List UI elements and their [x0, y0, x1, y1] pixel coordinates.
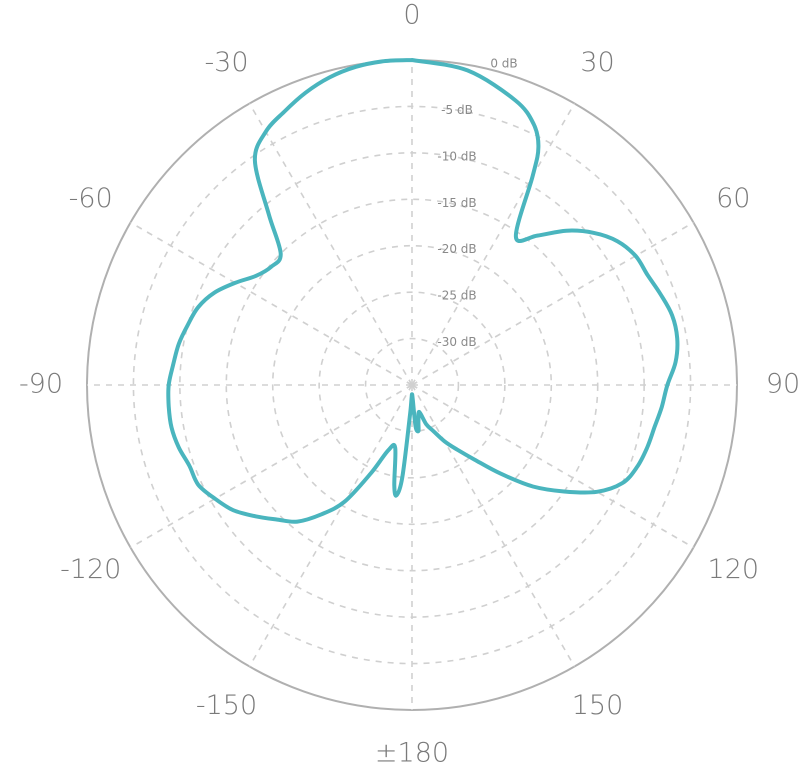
- angle-tick-label: 150: [572, 690, 624, 721]
- ring-labels: 0 dB -5 dB -10 dB -15 dB -20 dB -25 dB -30 dB: [437, 57, 517, 350]
- polar-grid: [86, 59, 738, 711]
- angle-tick-label: -90: [19, 369, 63, 400]
- angle-tick-label: 30: [580, 47, 614, 78]
- ring-label: -20 dB: [437, 242, 476, 256]
- angle-tick-label: 120: [708, 554, 760, 585]
- ring-label: -30 dB: [437, 335, 476, 349]
- angle-tick-label: ±180: [375, 738, 449, 769]
- angle-tick-label: -120: [60, 554, 121, 585]
- grid-ring: [364, 337, 460, 433]
- grid-ring: [271, 244, 553, 526]
- grid-ring: [179, 152, 645, 618]
- spoke-line: [248, 384, 413, 667]
- ring-label: 0 dB: [490, 57, 517, 71]
- angle-tick-label: 0: [403, 0, 420, 31]
- grid-ring: [318, 291, 506, 479]
- grid-ring: [225, 198, 599, 572]
- ring-label: -10 dB: [437, 149, 476, 163]
- spoke-line: [411, 384, 576, 667]
- ring-label: -15 dB: [437, 196, 476, 210]
- angle-tick-label: 60: [716, 183, 750, 214]
- angle-tick-label: -150: [196, 690, 257, 721]
- angle-labels: 0 30 60 90 120 150 ±180 -150 -120 -90 -60 -30: [19, 0, 800, 769]
- series-layer: [166, 58, 680, 524]
- grid-ring: [132, 105, 692, 665]
- spoke-line: [411, 384, 694, 549]
- series-line: [166, 58, 680, 524]
- spoke-line: [248, 103, 413, 386]
- angle-tick-label: -60: [69, 183, 113, 214]
- spoke-line: [130, 384, 413, 549]
- angle-tick-label: -30: [204, 47, 248, 78]
- ring-label: -25 dB: [437, 289, 476, 303]
- angle-tick-label: 90: [766, 369, 800, 400]
- ring-label: -5 dB: [441, 103, 473, 117]
